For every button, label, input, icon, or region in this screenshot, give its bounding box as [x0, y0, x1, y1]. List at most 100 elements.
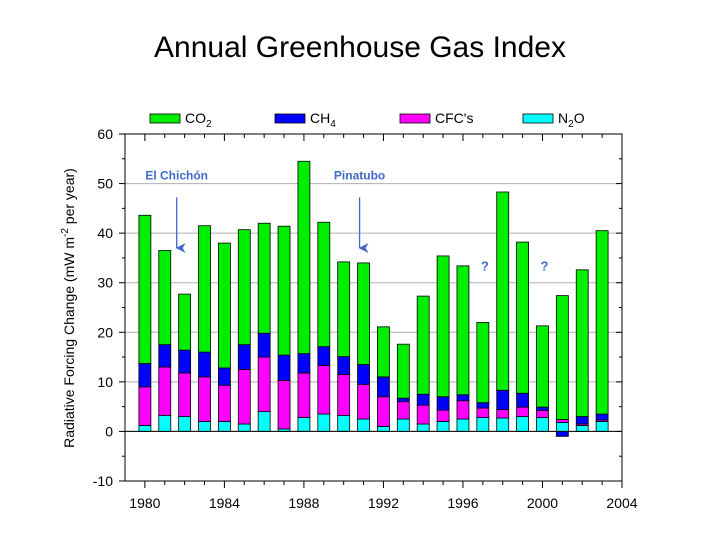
- bar-segment-co2: [257, 222, 271, 334]
- bar-segment-ch4: [595, 413, 609, 421]
- x-tick-label: 1984: [209, 495, 240, 511]
- question-mark: ?: [481, 258, 489, 273]
- bar-segment-ch4: [377, 376, 390, 398]
- x-tick-label: 1992: [368, 495, 399, 511]
- bar-segment-co2: [496, 191, 510, 391]
- bar-segment-n2o: [377, 426, 390, 432]
- legend-label: CFC's: [435, 110, 473, 126]
- bar-segment-ch4: [277, 354, 291, 381]
- bar-segment-co2: [337, 261, 351, 357]
- bar-segment-cfcs: [516, 406, 529, 417]
- bar-segment-ch4: [138, 363, 152, 388]
- bar-segment-ch4: [536, 406, 549, 412]
- chart-title: Annual Greenhouse Gas Index: [154, 31, 566, 64]
- bar-segment-n2o: [257, 411, 271, 432]
- y-tick-label: 0: [105, 423, 113, 439]
- bar-segment-n2o: [496, 417, 510, 432]
- bar-segment-ch4: [158, 344, 172, 368]
- bar-segment-cfcs: [138, 386, 152, 426]
- bar-segment-cfcs: [377, 396, 390, 427]
- y-tick-label: 10: [97, 374, 113, 390]
- legend-label: CH4: [310, 110, 336, 130]
- bar-segment-cfcs: [158, 366, 172, 416]
- bar-segment-cfcs: [237, 369, 251, 425]
- bar-segment-n2o: [317, 413, 331, 432]
- x-tick-label: 2000: [527, 495, 558, 511]
- annotation-label: El Chichón: [145, 169, 208, 183]
- legend-swatch-ch4: [274, 113, 306, 124]
- bar-segment-n2o: [178, 416, 192, 432]
- bar-segment-n2o: [416, 423, 430, 432]
- legend-swatch-n2o: [522, 113, 554, 124]
- axes: -10 0 10 20 30 40 50 60 1980 1984 1988 1992 1996 2000…: [93, 126, 638, 511]
- bar-segment-co2: [516, 241, 529, 394]
- bar-segment-n2o: [297, 417, 311, 432]
- x-tick-label: 1988: [288, 495, 319, 511]
- bars: [138, 160, 609, 437]
- bar-segment-cfcs: [396, 401, 410, 420]
- bar-segment-ch4: [198, 351, 211, 378]
- bar-segment-n2o: [555, 422, 569, 432]
- y-tick-label: 20: [97, 324, 113, 340]
- bar-segment-ch4: [178, 349, 192, 374]
- bar-segment-cfcs: [198, 376, 211, 422]
- bar-segment-ch4: [416, 393, 430, 406]
- bar-segment-cfcs: [456, 400, 470, 420]
- bar-segment-ch4: [337, 356, 351, 375]
- bar-segment-cfcs: [277, 379, 291, 430]
- y-axis-label: Radiative Forcing Change (mW m-2 per yea…: [60, 168, 77, 448]
- bar-segment-co2: [217, 242, 231, 369]
- bar-segment-n2o: [516, 416, 529, 432]
- bar-segment-co2: [536, 325, 549, 408]
- bar-segment-ch4: [456, 394, 470, 402]
- bar-segment-n2o: [595, 421, 609, 432]
- x-tick-label: 2004: [606, 495, 637, 511]
- bar-segment-co2: [158, 250, 172, 346]
- bar-segment-ch4: [297, 353, 311, 374]
- bar-segment-cfcs: [496, 409, 510, 419]
- legend-swatch-cfcs: [399, 113, 431, 124]
- legend-label: CO2: [185, 110, 212, 130]
- legend-label: N2O: [558, 110, 585, 130]
- annotations: El Chichón Pinatubo??: [145, 169, 548, 274]
- bar-segment-ch4: [436, 396, 450, 411]
- legend: CO2 CH4 CFC's N2O: [149, 110, 585, 130]
- legend-swatch-co2: [149, 113, 181, 124]
- bar-segment-ch4: [555, 431, 569, 437]
- bar-segment-cfcs: [436, 409, 450, 422]
- bar-segment-cfcs: [555, 419, 569, 423]
- bar-segment-co2: [237, 229, 251, 346]
- bar-segment-n2o: [536, 417, 549, 432]
- bar-segment-cfcs: [337, 374, 351, 416]
- bar-segment-co2: [456, 265, 470, 396]
- bar-segment-n2o: [357, 418, 370, 432]
- bar-segment-co2: [277, 225, 291, 356]
- bar-segment-n2o: [396, 418, 410, 432]
- bar-segment-ch4: [317, 346, 331, 366]
- bar-segment-co2: [178, 293, 192, 351]
- bar-segment-ch4: [396, 397, 410, 403]
- bar-segment-n2o: [217, 421, 231, 432]
- bar-segment-cfcs: [217, 384, 231, 422]
- bar-segment-n2o: [138, 425, 152, 432]
- bar-segment-co2: [555, 295, 569, 420]
- bar-segment-co2: [595, 230, 609, 415]
- bar-segment-cfcs: [536, 410, 549, 418]
- y-tick-label: 30: [97, 275, 113, 291]
- bar-segment-cfcs: [178, 372, 192, 417]
- bar-segment-co2: [138, 214, 152, 364]
- bar-segment-ch4: [217, 367, 231, 386]
- question-mark: ?: [540, 258, 548, 273]
- bar-segment-cfcs: [297, 372, 311, 418]
- y-tick-label: 40: [97, 225, 113, 241]
- bar-segment-n2o: [476, 417, 490, 432]
- bar-segment-co2: [377, 326, 390, 378]
- bar-segment-cfcs: [257, 356, 271, 413]
- y-tick-label: 60: [97, 126, 113, 142]
- bar-segment-n2o: [237, 423, 251, 432]
- bar-segment-co2: [476, 321, 490, 404]
- bar-segment-n2o: [198, 421, 211, 432]
- bar-segment-n2o: [158, 415, 172, 432]
- bar-segment-ch4: [496, 389, 510, 411]
